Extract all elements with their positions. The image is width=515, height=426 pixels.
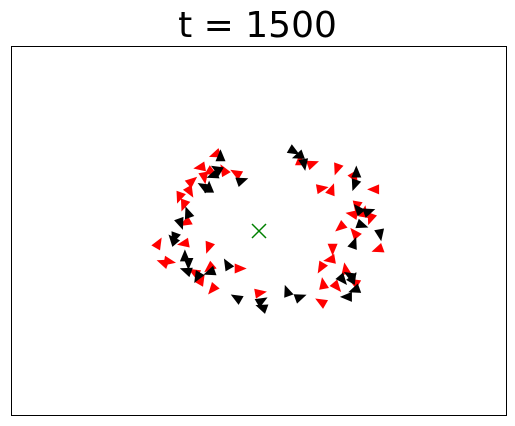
arrow-marker xyxy=(315,298,329,309)
chart-title: t = 1500 xyxy=(178,5,337,46)
arrow-marker xyxy=(350,227,362,241)
arrow-marker xyxy=(355,218,369,229)
arrow-marker xyxy=(177,237,190,248)
arrow-marker xyxy=(235,177,249,188)
arrow-marker xyxy=(348,283,362,293)
arrow-marker xyxy=(353,203,366,217)
arrow-marker xyxy=(284,284,294,298)
arrow-marker xyxy=(351,165,362,178)
marker-layer xyxy=(151,144,385,314)
arrow-marker xyxy=(230,294,244,305)
arrow-marker xyxy=(184,206,195,220)
arrow-marker xyxy=(234,263,247,274)
arrow-marker xyxy=(319,277,329,290)
arrow-marker xyxy=(323,253,336,264)
arrow-marker xyxy=(203,265,217,276)
arrow-marker xyxy=(230,169,244,181)
arrow-marker xyxy=(255,304,269,314)
arrow-marker xyxy=(208,282,220,295)
arrow-marker xyxy=(151,237,162,251)
arrow-marker xyxy=(182,184,194,198)
arrow-marker xyxy=(291,149,305,159)
arrow-marker xyxy=(329,279,342,292)
arrow-marker xyxy=(351,178,362,192)
center-x-marker xyxy=(251,223,267,239)
arrow-marker xyxy=(335,219,348,232)
arrow-marker xyxy=(325,183,335,197)
arrow-marker xyxy=(215,149,226,162)
arrow-marker xyxy=(293,294,307,304)
plot-frame xyxy=(11,46,507,416)
arrow-marker xyxy=(298,158,309,171)
arrow-marker xyxy=(168,234,181,247)
arrow-marker xyxy=(317,260,329,274)
arrow-marker xyxy=(206,168,220,179)
arrow-marker xyxy=(179,267,193,278)
arrow-marker xyxy=(286,144,300,155)
arrow-marker xyxy=(223,258,235,272)
arrow-marker xyxy=(334,162,344,176)
arrow-marker xyxy=(184,176,198,189)
arrow-marker xyxy=(194,273,205,287)
arrow-marker xyxy=(367,212,378,226)
arrow-marker xyxy=(347,236,357,250)
arrow-marker xyxy=(174,216,184,230)
arrow-marker xyxy=(176,190,186,204)
arrow-marker xyxy=(341,262,352,276)
arrow-marker xyxy=(204,260,217,273)
arrow-marker xyxy=(315,184,329,195)
arrow-marker xyxy=(193,161,206,172)
arrow-marker xyxy=(156,259,170,270)
arrow-marker xyxy=(254,288,267,299)
arrow-marker xyxy=(254,297,268,308)
arrow-marker xyxy=(367,184,380,195)
arrow-marker xyxy=(198,171,209,185)
arrow-marker xyxy=(183,258,194,270)
arrow-marker xyxy=(210,165,224,177)
arrow-marker xyxy=(346,272,357,285)
arrow-marker xyxy=(327,243,338,256)
arrow-marker xyxy=(345,210,359,220)
arrow-marker xyxy=(335,272,347,285)
arrow-marker xyxy=(371,242,385,253)
arrow-marker xyxy=(374,228,385,242)
arrow-marker xyxy=(180,198,191,212)
arrow-marker xyxy=(194,270,205,284)
arrow-marker xyxy=(362,208,376,218)
arrow-marker xyxy=(197,183,211,194)
arrow-marker xyxy=(339,291,352,302)
arrow-marker xyxy=(205,240,216,254)
arrow-marker xyxy=(305,160,319,171)
